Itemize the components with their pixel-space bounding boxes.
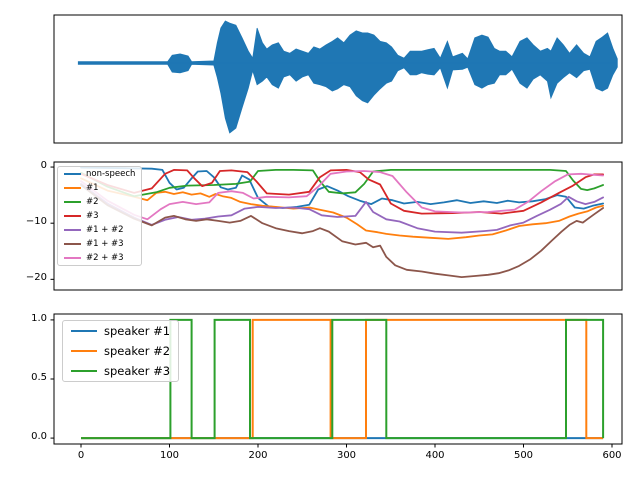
- legend-label: non-speech: [86, 169, 136, 179]
- legend-line-sample: [71, 370, 97, 372]
- waveform-plot-canvas: [53, 14, 623, 144]
- legend-label: #1: [86, 183, 99, 193]
- speaker-xtick-label: 0: [77, 450, 85, 461]
- legend-item: #3: [58, 209, 141, 223]
- axes-spines: [53, 161, 623, 291]
- speaker-ytick-label: 0.5: [31, 372, 47, 383]
- legend-label: #1 + #3: [86, 239, 124, 249]
- likelihood-legend: non-speech #1 #2 #3 #1 + #2 #1 + #3 #2 + #3: [57, 166, 143, 266]
- likelihood-series--2-3: [80, 170, 604, 221]
- legend-item: speaker #3: [63, 361, 178, 381]
- legend-item: non-speech: [58, 167, 141, 181]
- legend-item: #1 + #2: [58, 223, 141, 237]
- speaker-xtick-label: 300: [336, 450, 357, 461]
- legend-item: #2: [58, 195, 141, 209]
- speaker-series-speaker-2: [81, 318, 604, 440]
- legend-item: speaker #2: [63, 341, 178, 361]
- legend-label: speaker #1: [104, 324, 171, 338]
- likelihood-series--1-3: [80, 184, 604, 278]
- speaker-legend: speaker #1 speaker #2 speaker #3: [62, 320, 180, 382]
- speaker-xtick-label: 600: [602, 450, 622, 461]
- legend-line-sample: [71, 350, 97, 352]
- legend-line-sample: [71, 330, 97, 332]
- speaker-ytick-label: 1.0: [31, 312, 47, 324]
- legend-item: speaker #1: [63, 321, 178, 341]
- likelihood-ytick-label: −20: [25, 272, 47, 284]
- speaker-xtick-label: 100: [159, 450, 180, 461]
- likelihood-series--1: [80, 177, 604, 240]
- speaker-plot-canvas: [50, 313, 623, 448]
- legend-label: #2 + #3: [86, 253, 124, 263]
- speaker-xtick-label: 200: [248, 450, 268, 461]
- legend-label: speaker #3: [104, 364, 171, 378]
- likelihood-ytick-label: −10: [25, 216, 47, 228]
- likelihood-series--3: [80, 169, 604, 215]
- axes-spines: [53, 14, 623, 144]
- likelihood-series--2: [80, 169, 604, 198]
- legend-item: #1: [58, 181, 141, 195]
- legend-line-sample: [64, 243, 81, 245]
- legend-label: speaker #2: [104, 344, 171, 358]
- speaker-ytick-label: 0.0: [31, 431, 47, 443]
- legend-item: #2 + #3: [58, 251, 141, 265]
- likelihood-series-non-speech: [80, 166, 604, 210]
- likelihood-ytick-label: 0: [40, 160, 47, 172]
- legend-line-sample: [64, 173, 81, 175]
- legend-line-sample: [64, 201, 81, 203]
- legend-line-sample: [64, 187, 81, 189]
- legend-item: #1 + #3: [58, 237, 141, 251]
- legend-line-sample: [64, 229, 81, 231]
- legend-label: #1 + #2: [86, 225, 124, 235]
- likelihood-plot-canvas: [50, 161, 623, 291]
- waveform-envelope: [77, 20, 618, 134]
- legend-line-sample: [64, 257, 81, 259]
- speaker-xtick-label: 400: [425, 450, 445, 461]
- legend-line-sample: [64, 215, 81, 217]
- legend-label: #2: [86, 197, 99, 207]
- speaker-series-speaker-3: [81, 318, 605, 440]
- legend-label: #3: [86, 211, 99, 221]
- speaker-xtick-label: 500: [513, 450, 534, 461]
